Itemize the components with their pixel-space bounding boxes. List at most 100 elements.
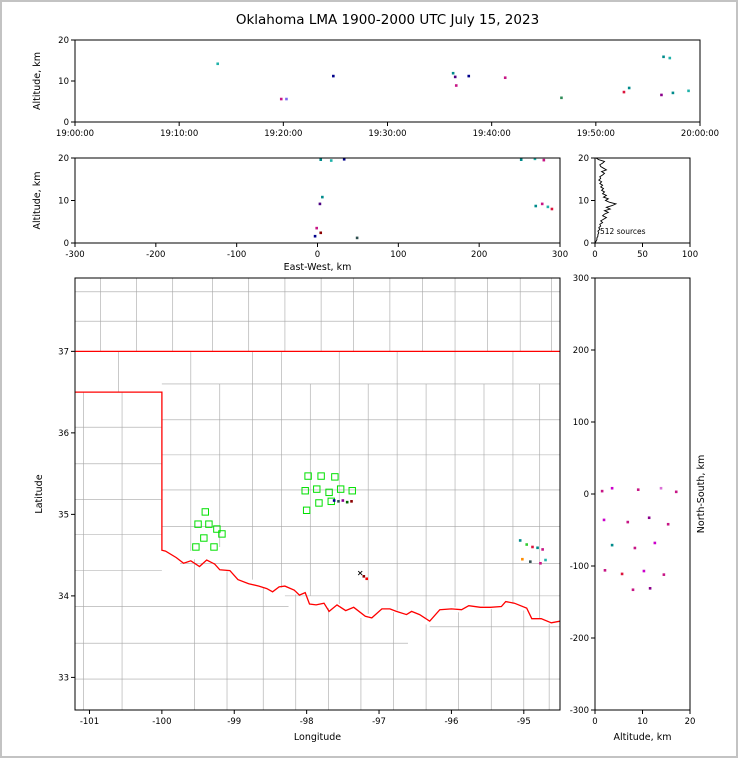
source-point	[668, 56, 672, 60]
source-point	[662, 573, 666, 576]
state-border-line	[75, 391, 560, 624]
source-point	[454, 84, 458, 87]
source-point	[467, 74, 471, 78]
source-point	[279, 97, 283, 101]
source-point	[534, 204, 538, 208]
axis-label: Latitude	[34, 474, 45, 513]
source-point	[610, 486, 614, 490]
y-tick-label: 20	[578, 154, 589, 164]
x-tick-label: 19:30:00	[368, 129, 406, 139]
x-tick-label: 19:10:00	[160, 129, 198, 139]
lma-station-marker	[315, 499, 323, 507]
county-lines	[75, 278, 560, 710]
axis-label: Altitude, km	[32, 52, 43, 110]
y-tick-label: 36	[58, 429, 69, 439]
map-content	[75, 278, 560, 710]
x-tick-label: -98	[300, 717, 314, 727]
source-point	[602, 518, 606, 522]
y-tick-label: 10	[578, 197, 589, 207]
axes-frame	[74, 39, 701, 123]
y-tick-label: 300	[573, 274, 589, 284]
source-point	[332, 74, 335, 78]
x-tick-label: 19:00:00	[56, 129, 94, 139]
y-tick-label: 100	[573, 418, 589, 428]
y-tick-label: -100	[570, 562, 589, 572]
source-point	[531, 545, 534, 549]
x-tick-label: 300	[552, 250, 568, 260]
altitude-histogram-line	[594, 157, 618, 244]
source-point	[642, 569, 646, 573]
source-point	[671, 91, 675, 95]
lma-station-marker	[201, 508, 209, 516]
source-count-annotation: 512 sources	[600, 227, 646, 236]
lma-station-marker	[348, 487, 356, 495]
lma-station-marker	[317, 472, 325, 480]
source-x-marker	[357, 570, 363, 576]
y-tick-label: 0	[64, 239, 69, 249]
source-point	[536, 546, 539, 550]
x-tick-label: 10	[637, 717, 648, 727]
source-point	[626, 520, 630, 524]
source-point	[666, 522, 670, 526]
y-tick-label: 35	[58, 510, 69, 520]
source-point	[521, 557, 524, 561]
x-tick-label: -101	[80, 717, 99, 727]
lma-station-marker	[313, 485, 321, 493]
state-border	[75, 350, 560, 624]
source-point	[647, 516, 651, 520]
x-tick-label: 20:00:00	[681, 129, 719, 139]
lma-station-marker	[304, 472, 312, 480]
x-tick-label: -200	[146, 250, 165, 260]
source-point	[631, 588, 635, 592]
x-tick-label: -97	[372, 717, 386, 727]
y-tick-label: 33	[58, 673, 69, 683]
lma-station-marker	[331, 473, 339, 481]
source-point	[319, 158, 323, 161]
lma-station-marker	[205, 520, 213, 528]
source-point	[610, 543, 614, 547]
axes-frame	[594, 277, 691, 711]
source-point	[285, 97, 288, 101]
lma-station-marker	[192, 543, 200, 551]
x-tick-label: 0	[315, 250, 320, 260]
y-tick-label: 20	[58, 36, 69, 46]
source-point	[620, 572, 624, 576]
axis-label: East-West, km	[284, 262, 352, 273]
y-tick-label: 10	[58, 197, 69, 207]
axis-label: Altitude, km	[614, 732, 672, 743]
source-point	[362, 575, 366, 578]
source-point	[519, 158, 523, 161]
source-point	[533, 157, 537, 161]
source-point	[350, 500, 353, 503]
source-point	[319, 231, 323, 235]
y-tick-label: 37	[58, 347, 69, 357]
lma-station-marker	[194, 520, 202, 528]
x-tick-label: 0	[592, 717, 597, 727]
source-point	[660, 93, 663, 97]
source-point	[653, 541, 657, 545]
x-tick-label: -100	[152, 717, 171, 727]
x-tick-label: 100	[390, 250, 406, 260]
source-point	[636, 488, 640, 491]
source-point	[600, 489, 604, 493]
x-tick-label: -99	[227, 717, 241, 727]
x-tick-label: 19:20:00	[264, 129, 302, 139]
source-point	[216, 62, 220, 66]
source-point	[518, 539, 522, 542]
source-point	[687, 89, 690, 93]
source-point	[627, 86, 631, 90]
lma-stations	[192, 472, 356, 551]
y-tick-label: 0	[584, 490, 589, 500]
axis-label: North-South, km	[696, 455, 707, 533]
x-tick-label: 20	[685, 717, 696, 727]
x-tick-label: -96	[444, 717, 458, 727]
source-point	[622, 90, 626, 94]
source-point	[540, 202, 544, 206]
source-point	[674, 490, 678, 494]
source-point	[560, 96, 563, 100]
x-tick-label: 100	[682, 250, 698, 260]
source-point	[662, 55, 665, 59]
source-point	[648, 587, 652, 590]
